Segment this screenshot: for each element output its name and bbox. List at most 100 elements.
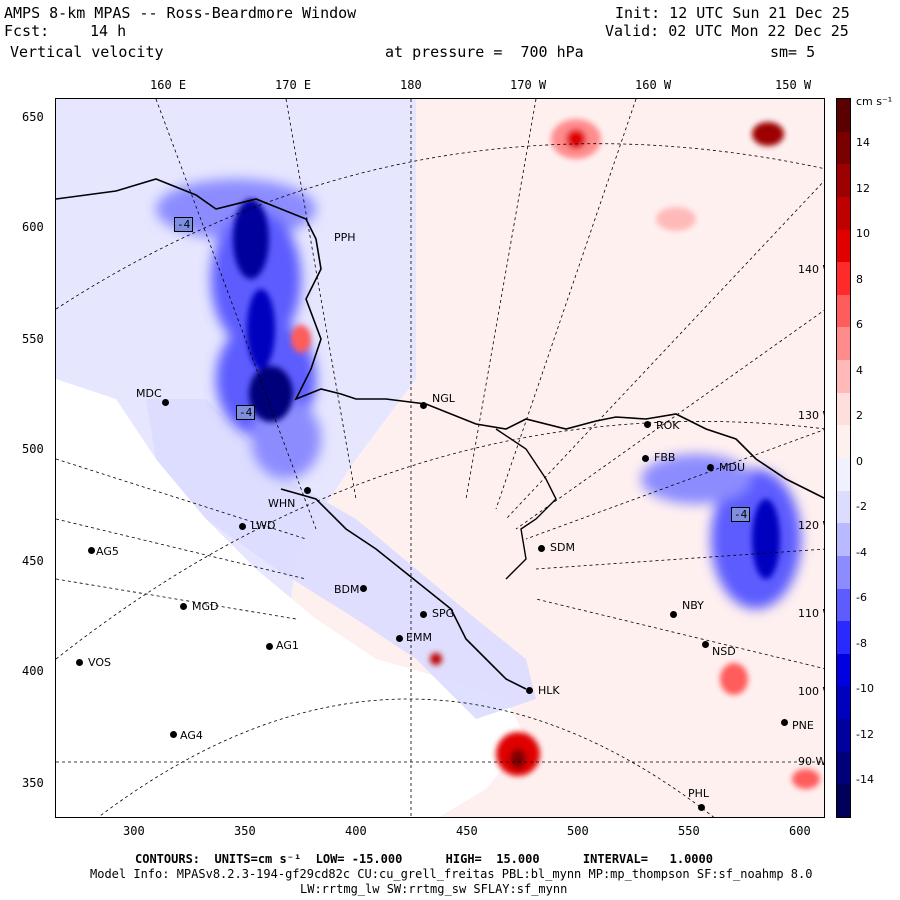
colorbar-segment (837, 262, 850, 296)
station-label: NBY (682, 599, 704, 612)
lat-lon-grid (56, 99, 824, 817)
colorbar-segment (837, 784, 850, 818)
colorbar-tick: -10 (856, 682, 874, 695)
station-label: MDC (136, 387, 162, 400)
colorbar-segment (837, 555, 850, 590)
contour-label-box: -4 (731, 507, 751, 522)
colorbar-tick: -12 (856, 727, 874, 741)
station-label: NGL (432, 392, 455, 405)
station-label: LWD (251, 519, 276, 532)
contour-label-box: -4 (236, 405, 256, 420)
colorbar-segment (837, 653, 850, 687)
colorbar-segment (837, 196, 850, 231)
plot-title: AMPS 8-km MPAS -- Ross-Beardmore Window (4, 4, 357, 22)
lon-tick: 170 W (510, 78, 547, 92)
station-label: PPH (334, 231, 356, 244)
map-canvas (56, 99, 824, 817)
station-marker (707, 464, 714, 471)
colorbar-segment (837, 327, 850, 361)
station-marker (420, 611, 427, 618)
station-marker (180, 603, 187, 610)
station-label: AG1 (276, 639, 299, 652)
valid-time: Valid: 02 UTC Mon 22 Dec 25 (605, 22, 849, 40)
x-tick: 400 (345, 824, 367, 838)
x-tick: 450 (456, 824, 478, 838)
colorbar-tick: 6 (856, 318, 863, 331)
y-tick: 400 (22, 664, 44, 678)
ice-shelf-front (280, 488, 527, 690)
station-marker (538, 545, 545, 552)
lon-label: 120 W (798, 519, 824, 532)
contour-label-box: -4 (174, 217, 194, 232)
colorbar-segment (837, 490, 850, 524)
lon-tick: 180 (400, 78, 422, 92)
init-time: Init: 12 UTC Sun 21 Dec 25 (615, 4, 850, 22)
x-tick: 600 (789, 824, 811, 838)
station-label: FBB (654, 451, 676, 464)
model-info: Model Info: MPASv8.2.3-194-gf29cd82c CU:… (90, 867, 813, 881)
field-name: Vertical velocity (10, 43, 164, 61)
lon-tick: 160 E (150, 78, 187, 92)
colorbar-segment (837, 686, 850, 720)
colorbar (836, 98, 851, 818)
x-tick: 300 (123, 824, 145, 838)
colorbar-segment (837, 751, 850, 785)
coastline (56, 178, 824, 499)
forecast-label: Fcst: (4, 22, 50, 40)
station-label: WHN (268, 497, 296, 510)
y-tick: 550 (22, 332, 44, 346)
lon-label: 100 W (798, 685, 824, 698)
colorbar-segment (837, 425, 850, 459)
y-tick: 450 (22, 554, 44, 568)
contour-info: CONTOURS: UNITS=cm s⁻¹ LOW= -15.000 HIGH… (135, 852, 713, 866)
colorbar-segment (837, 229, 850, 263)
colorbar-segment (837, 523, 850, 557)
colorbar-segment (837, 621, 850, 655)
station-label: NSD (712, 645, 736, 658)
station-marker (162, 399, 169, 406)
station-marker (304, 487, 311, 494)
mountain-core-band (233, 199, 780, 579)
lon-tick: 170 E (275, 78, 312, 92)
y-tick: 500 (22, 442, 44, 456)
y-tick: 650 (22, 110, 44, 124)
colorbar-unit: cm s⁻¹ (856, 95, 893, 108)
colorbar-tick: -4 (856, 545, 867, 559)
station-label: HLK (538, 684, 560, 697)
lon-label: 90 W (798, 755, 825, 768)
lon-label: 130 W (798, 409, 824, 422)
station-label: BDM (334, 583, 360, 596)
lon-label: 110 W (798, 607, 824, 620)
colorbar-tick: 8 (856, 272, 863, 286)
station-marker (670, 611, 677, 618)
colorbar-segment (837, 588, 850, 622)
colorbar-tick: 0 (856, 454, 863, 468)
colorbar-segment (837, 458, 850, 492)
grounding-line (495, 428, 557, 580)
station-marker (88, 547, 95, 554)
lon-tick: 150 W (775, 78, 812, 92)
map-plot: MDC PPH NGL ROK FBB MDU WHN LWD AG5 SDM … (55, 98, 825, 818)
colorbar-segment (837, 131, 850, 165)
colorbar-segment (837, 360, 850, 394)
station-marker (170, 731, 177, 738)
lon-tick: 160 W (635, 78, 672, 92)
colorbar-segment (837, 294, 850, 328)
colorbar-tick: -14 (856, 773, 874, 786)
station-label: VOS (88, 656, 111, 669)
station-marker (360, 585, 367, 592)
station-marker (396, 635, 403, 642)
station-marker (702, 641, 709, 648)
forecast-hour: 14 h (90, 22, 127, 40)
colorbar-tick: 14 (856, 136, 870, 149)
colorbar-tick: 2 (856, 409, 863, 422)
colorbar-segment (837, 392, 850, 426)
y-tick: 600 (22, 220, 44, 234)
colorbar-tick: 4 (856, 363, 863, 377)
station-marker (526, 687, 533, 694)
smoothing: sm= 5 (770, 43, 816, 61)
station-label: PNE (792, 719, 814, 732)
station-label: AG4 (180, 729, 203, 742)
pressure-level: at pressure = 700 hPa (385, 43, 584, 61)
open-ocean-area (56, 379, 526, 817)
